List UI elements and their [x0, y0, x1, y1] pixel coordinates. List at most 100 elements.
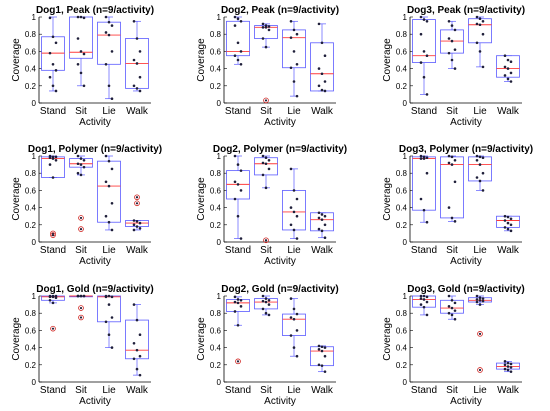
data-point [104, 154, 108, 158]
data-point [292, 50, 296, 53]
box-walk [310, 22, 334, 93]
y-tick-label: 0.2 [210, 82, 222, 91]
data-point [481, 171, 485, 175]
data-point [54, 296, 58, 300]
data-point [317, 67, 321, 70]
y-axis-label: Coverage [11, 317, 22, 361]
data-point [48, 299, 52, 302]
data-point [267, 313, 271, 317]
x-tick-label: Lie [473, 106, 487, 117]
data-point [261, 294, 265, 298]
y-tick-label: 0.6 [396, 47, 408, 56]
data-point [422, 157, 426, 160]
iqr-box [412, 156, 436, 211]
data-point [261, 37, 265, 40]
data-point [317, 84, 321, 88]
subplot-3: 0 0.2 0.4 0.6 0.8 1 Stand Sit Lie Walk Dog3, Peak … [382, 5, 525, 128]
data-point [264, 26, 268, 29]
y-tick-label: 0.6 [396, 186, 408, 195]
data-point [478, 303, 482, 306]
y-tick-label: 1 [217, 13, 222, 22]
data-point [51, 63, 55, 66]
x-tick-label: Walk [311, 385, 334, 396]
data-point [261, 161, 265, 165]
y-tick-label: 1 [32, 13, 37, 22]
data-point [323, 214, 327, 218]
data-point [138, 50, 142, 53]
data-point [138, 354, 142, 358]
data-point [425, 54, 429, 57]
data-point [48, 75, 52, 79]
data-point [509, 217, 513, 221]
x-axis-label: Activity [79, 396, 111, 407]
y-tick-label: 0.4 [210, 204, 222, 213]
data-point [104, 214, 108, 218]
data-point [236, 301, 240, 305]
data-point [135, 37, 139, 40]
data-point [267, 25, 271, 28]
data-point [317, 227, 321, 231]
data-point [289, 167, 293, 171]
data-point [82, 159, 86, 162]
x-tick-label: Stand [225, 245, 251, 256]
data-point [261, 173, 265, 177]
box-sit [254, 154, 278, 244]
data-point [320, 345, 324, 349]
outlier-marker [78, 314, 84, 321]
data-point [104, 63, 108, 66]
data-point [48, 295, 52, 299]
data-point [76, 294, 80, 298]
x-tick-label: Sit [75, 245, 87, 256]
data-point [54, 155, 58, 159]
data-point [447, 161, 451, 165]
iqr-box [226, 299, 250, 312]
y-tick-label: 0.2 [210, 361, 222, 370]
data-point [320, 218, 324, 221]
data-point [295, 214, 299, 218]
box-stand [41, 154, 65, 238]
box-sit [254, 22, 278, 104]
data-point [236, 183, 240, 186]
data-point [509, 366, 513, 369]
data-point [233, 24, 237, 27]
data-point [453, 180, 457, 184]
data-point [292, 317, 296, 321]
data-point [419, 197, 423, 201]
data-point [79, 294, 83, 298]
data-point [233, 15, 237, 19]
iqr-box [282, 189, 306, 231]
data-point [107, 20, 111, 24]
y-tick-label: 0.2 [396, 361, 408, 370]
data-point [264, 239, 268, 242]
data-point [107, 303, 111, 306]
data-point [289, 223, 293, 227]
y-tick-label: 0.6 [25, 47, 37, 56]
data-point [450, 58, 454, 62]
data-point [138, 333, 142, 337]
data-point [82, 165, 86, 169]
data-point [317, 216, 321, 220]
y-tick-label: 0.6 [25, 326, 37, 335]
data-point [453, 301, 457, 305]
iqr-box [496, 55, 520, 78]
data-point [51, 234, 55, 237]
data-point [506, 365, 510, 368]
data-point [509, 229, 513, 233]
iqr-box [97, 21, 121, 65]
data-point [450, 306, 454, 310]
data-point [264, 297, 268, 300]
data-point [478, 50, 482, 53]
data-point [425, 20, 429, 23]
data-point [475, 294, 479, 298]
x-tick-label: Walk [497, 385, 520, 396]
data-point [54, 159, 58, 162]
x-tick-label: Lie [287, 245, 301, 256]
data-point [233, 197, 237, 201]
data-point [292, 80, 296, 83]
data-point [323, 54, 327, 57]
box-stand [226, 15, 250, 66]
box-stand [412, 294, 436, 317]
data-point [453, 28, 457, 32]
x-tick-label: Walk [311, 106, 334, 117]
y-tick-label: 0.2 [25, 221, 37, 230]
